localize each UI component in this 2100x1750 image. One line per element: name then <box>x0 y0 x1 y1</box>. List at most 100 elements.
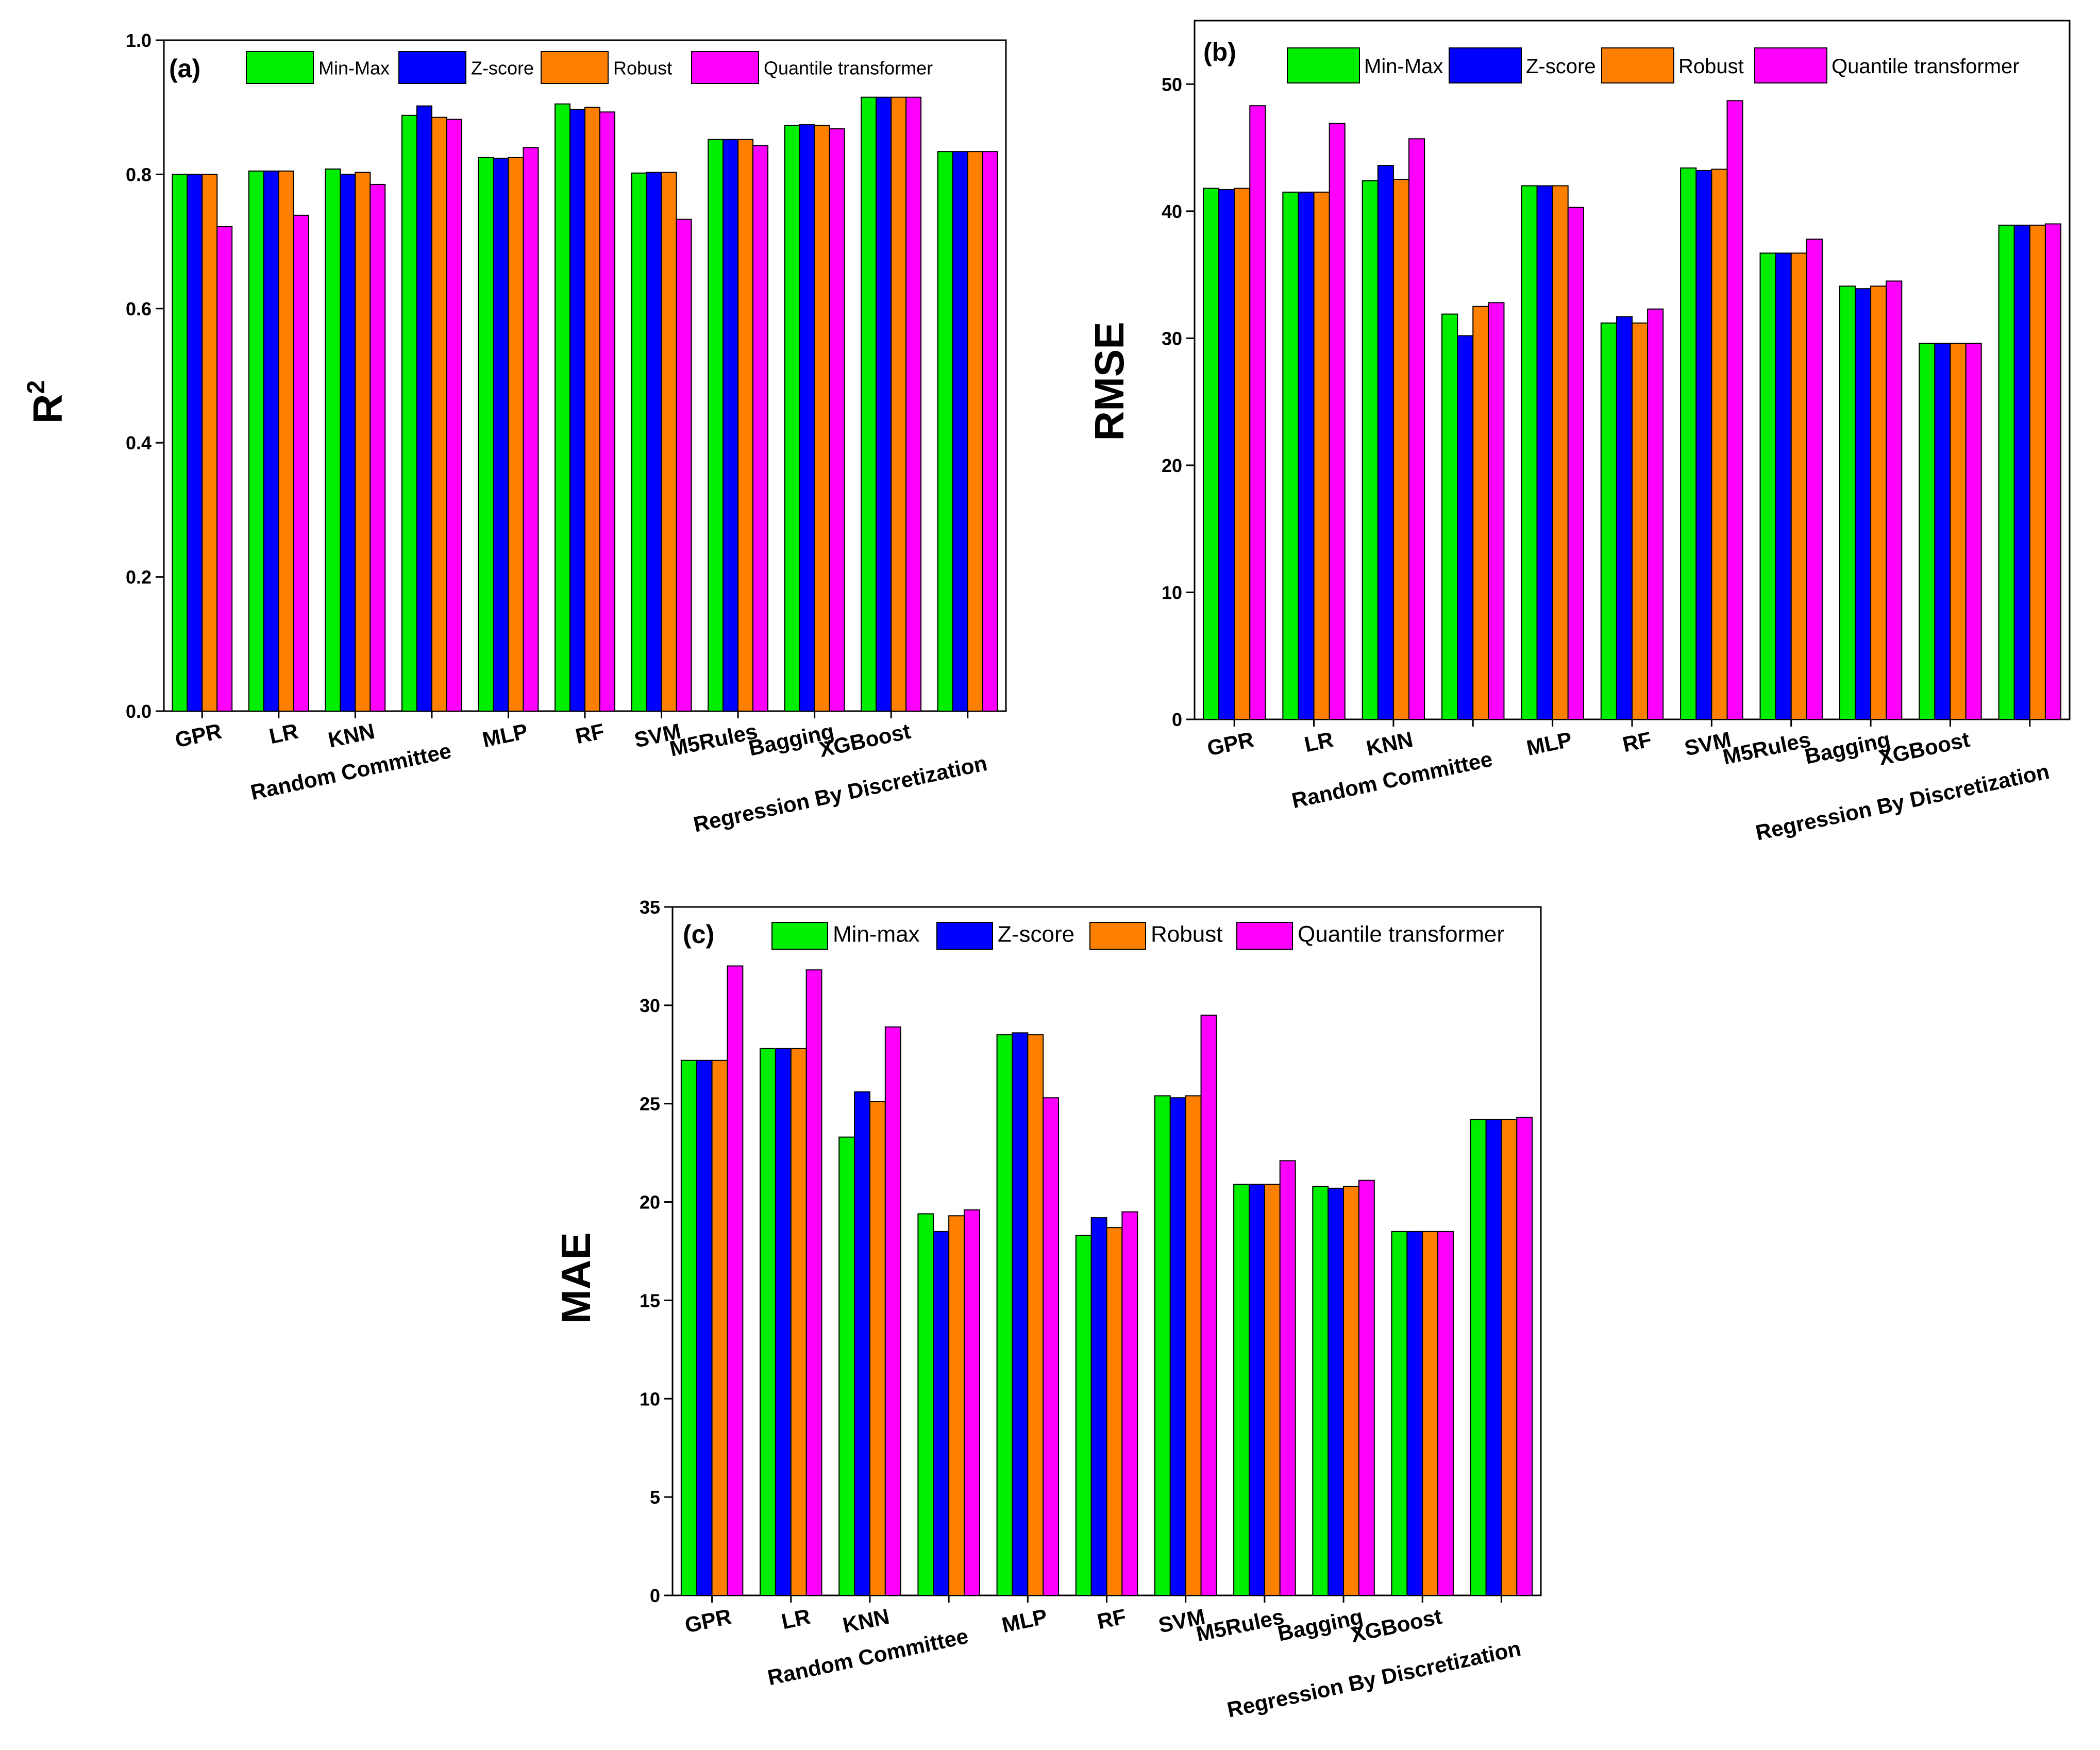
x-tick-label: Regression By Discretization <box>1225 1636 1523 1722</box>
y-tick-label: 30 <box>1162 328 1182 349</box>
bar <box>201 174 218 712</box>
bar <box>416 105 432 712</box>
legend-label: Quantile transformer <box>1832 55 2020 78</box>
bar <box>1362 180 1379 720</box>
bar <box>1950 343 1967 720</box>
bar <box>884 1026 901 1596</box>
bar <box>172 174 188 712</box>
bar <box>369 183 386 712</box>
bar <box>1391 1231 1408 1596</box>
x-tick-label: M5Rules <box>1194 1604 1286 1646</box>
bar <box>1169 1097 1186 1596</box>
legend-swatch <box>1089 922 1146 950</box>
bar <box>187 174 203 712</box>
bar <box>1886 280 1903 720</box>
bar <box>1567 207 1584 720</box>
x-tick-label: KNN <box>841 1604 892 1638</box>
bar <box>696 1059 713 1596</box>
legend-swatch <box>691 51 759 84</box>
bar <box>676 218 692 712</box>
panel-label: (a) <box>169 54 200 83</box>
y-tick-label: 15 <box>640 1290 660 1311</box>
bar <box>917 1213 934 1596</box>
legend-label: Min-Max <box>1364 55 1443 78</box>
bar <box>1200 1014 1217 1596</box>
bar <box>1695 170 1712 720</box>
bar <box>952 151 968 712</box>
bar <box>948 1215 965 1596</box>
bar <box>1312 1186 1329 1596</box>
bar <box>1358 1180 1375 1596</box>
bar <box>1552 185 1569 720</box>
bar <box>1392 179 1410 720</box>
bar <box>1457 335 1474 720</box>
bar <box>1516 1117 1533 1596</box>
bar <box>1202 188 1220 720</box>
bar <box>1472 306 1489 720</box>
x-tick-label: M5Rules <box>667 719 760 761</box>
bar <box>1012 1032 1029 1596</box>
legend-swatch <box>541 51 609 84</box>
bar <box>1870 285 1887 720</box>
bar <box>1027 1034 1044 1596</box>
bar <box>799 124 815 712</box>
legend-swatch <box>246 51 314 84</box>
y-tick-label: 35 <box>640 897 660 918</box>
x-tick-label: Random Committee <box>1289 747 1494 813</box>
y-tick-label: 20 <box>1162 455 1182 476</box>
bar <box>584 107 600 712</box>
panel-label: (b) <box>1203 38 1236 66</box>
bar <box>805 969 822 1596</box>
bar <box>1279 1160 1296 1596</box>
legend-swatch <box>1601 47 1674 83</box>
bar <box>876 96 892 712</box>
bar <box>1726 100 1743 720</box>
y-tick-label: 0.4 <box>126 432 152 453</box>
bar <box>727 965 744 1596</box>
bar <box>829 128 845 712</box>
bar <box>933 1231 950 1596</box>
bar <box>1234 188 1251 720</box>
bar <box>964 1209 980 1596</box>
legend-swatch <box>1754 47 1827 83</box>
bar <box>1422 1231 1439 1596</box>
bar <box>216 226 233 712</box>
legend-swatch <box>398 51 466 84</box>
bar <box>814 125 830 712</box>
bar <box>1090 1217 1107 1596</box>
bar <box>631 172 647 712</box>
bar <box>982 151 998 712</box>
legend-label: Robust <box>613 58 672 79</box>
x-tick-label: RF <box>573 719 607 749</box>
y-tick-label: 0.2 <box>126 567 152 588</box>
bar <box>861 96 877 712</box>
x-tick-label: RF <box>1620 727 1654 757</box>
bar <box>1919 343 1936 720</box>
legend-label: Robust <box>1151 921 1222 947</box>
x-tick-label: GPR <box>173 719 224 752</box>
bar <box>263 170 279 712</box>
bar <box>431 116 447 712</box>
y-tick-label: 0 <box>1172 709 1182 730</box>
bar <box>478 157 494 712</box>
bar <box>711 1059 728 1596</box>
bar <box>2044 223 2062 720</box>
y-tick-label: 40 <box>1162 201 1182 222</box>
x-tick-label: XGBoost <box>1876 727 1972 770</box>
bar <box>1329 123 1346 720</box>
y-tick-label: 10 <box>1162 582 1182 603</box>
bar <box>1154 1095 1171 1596</box>
x-tick-label: Random Committee <box>765 1624 970 1690</box>
bar <box>1680 167 1697 720</box>
x-tick-label: GPR <box>1205 727 1256 761</box>
bar <box>508 157 524 712</box>
bar <box>1775 253 1792 720</box>
bar <box>2029 224 2046 720</box>
y-tick-label: 10 <box>640 1388 660 1409</box>
x-tick-label: Regression By Discretization <box>691 751 989 837</box>
legend-label: Quantile transformer <box>764 58 933 79</box>
bar <box>1759 253 1776 720</box>
x-tick-label: KNN <box>1364 727 1415 761</box>
